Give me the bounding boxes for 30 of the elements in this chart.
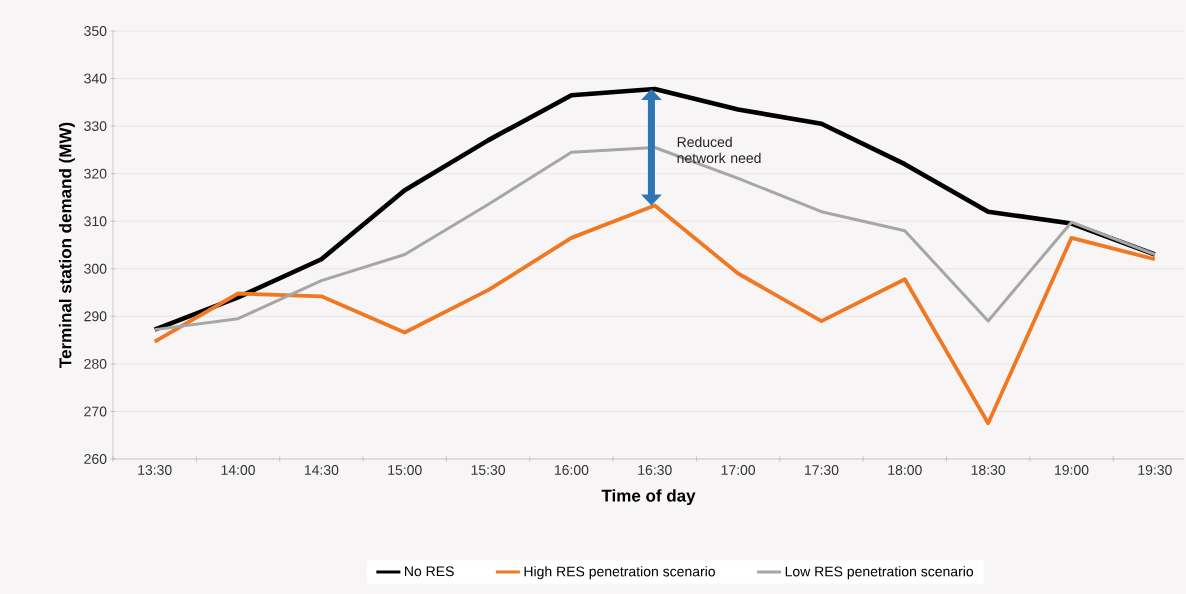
x-axis-title: Time of day — [601, 489, 696, 506]
x-tick-label: 19:30 — [1138, 465, 1172, 475]
annotation: Reduced network need — [677, 136, 761, 164]
y-axis-title: Terminal station demand (MW) — [58, 122, 75, 368]
y-tick-label: 290 — [84, 311, 107, 322]
x-tick-label: 14:00 — [221, 465, 255, 475]
y-tick-label: 310 — [84, 216, 107, 227]
x-tick-label: 18:30 — [971, 465, 1006, 475]
x-tick-label: 19:00 — [1055, 465, 1089, 475]
y-tick-label: 300 — [84, 263, 107, 274]
x-tick-label: 18:00 — [888, 465, 922, 475]
y-tick-label: 280 — [84, 358, 107, 369]
y-tick-label: 270 — [84, 406, 107, 417]
y-tick-label: 350 — [84, 26, 107, 36]
x-tick-label: 17:30 — [805, 465, 839, 475]
line-series — [153, 146, 1157, 332]
x-tick-label: 15:30 — [471, 465, 506, 475]
legend-label: No RES — [405, 566, 454, 577]
y-tick-label: 260 — [84, 454, 107, 464]
x-tick-label: 13:30 — [138, 465, 172, 475]
x-tick-label: 16:30 — [638, 465, 672, 475]
y-tick-label: 320 — [84, 168, 107, 179]
legend-label: High RES penetration scenario — [524, 566, 715, 580]
x-tick-label: 14:30 — [304, 465, 339, 475]
x-tick-label: 15:00 — [388, 465, 422, 475]
y-tick-label: 340 — [84, 73, 107, 84]
legend-label: Low RES penetration scenario — [785, 566, 974, 580]
x-tick-label: 17:00 — [721, 465, 756, 475]
y-tick-label: 330 — [84, 121, 107, 132]
x-tick-label: 16:00 — [554, 465, 589, 475]
